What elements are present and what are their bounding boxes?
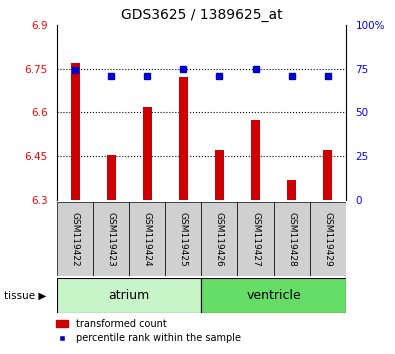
Bar [310, 202, 346, 276]
Text: GSM119427: GSM119427 [251, 212, 260, 266]
Bar [274, 202, 310, 276]
Legend: transformed count, percentile rank within the sample: transformed count, percentile rank withi… [52, 315, 245, 347]
Text: GSM119426: GSM119426 [215, 212, 224, 266]
Bar [201, 278, 346, 313]
Bar [107, 155, 116, 200]
Text: atrium: atrium [109, 289, 150, 302]
Bar [130, 202, 166, 276]
Bar [201, 202, 237, 276]
Bar [71, 63, 80, 200]
Text: GSM119422: GSM119422 [71, 212, 80, 266]
Bar [251, 120, 260, 200]
Bar [237, 202, 274, 276]
Bar [287, 179, 296, 200]
Text: GSM119428: GSM119428 [287, 212, 296, 266]
Bar [166, 202, 201, 276]
Bar [93, 202, 130, 276]
Text: ventricle: ventricle [246, 289, 301, 302]
Text: GSM119424: GSM119424 [143, 212, 152, 266]
Text: GSM119423: GSM119423 [107, 212, 116, 266]
Text: GSM119429: GSM119429 [323, 212, 332, 266]
Bar [215, 150, 224, 200]
Bar [57, 278, 201, 313]
Bar [179, 78, 188, 200]
Bar [323, 150, 332, 200]
Bar [57, 202, 93, 276]
Bar [143, 107, 152, 200]
Title: GDS3625 / 1389625_at: GDS3625 / 1389625_at [120, 8, 282, 22]
Text: GSM119425: GSM119425 [179, 212, 188, 266]
Text: tissue ▶: tissue ▶ [4, 291, 46, 301]
